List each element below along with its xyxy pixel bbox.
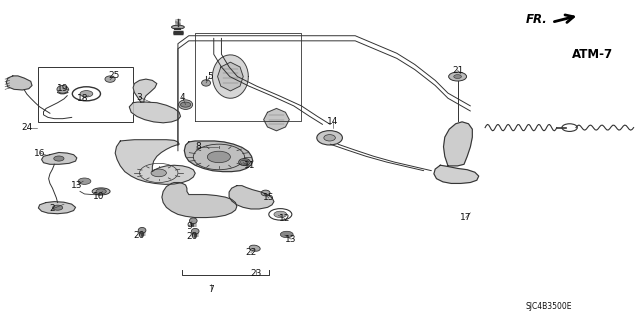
Text: 3: 3: [137, 93, 142, 102]
Ellipse shape: [202, 80, 211, 86]
Text: 20: 20: [134, 231, 145, 240]
Polygon shape: [42, 152, 77, 164]
Polygon shape: [264, 108, 289, 131]
Text: 11: 11: [244, 161, 255, 170]
Circle shape: [52, 205, 63, 210]
Text: 13: 13: [285, 235, 297, 244]
Ellipse shape: [92, 188, 110, 195]
Text: 17: 17: [460, 213, 472, 222]
Text: 4: 4: [180, 93, 185, 102]
Ellipse shape: [249, 245, 260, 251]
Polygon shape: [184, 141, 253, 172]
Circle shape: [207, 151, 230, 163]
Ellipse shape: [179, 100, 193, 109]
Circle shape: [449, 72, 467, 81]
Circle shape: [454, 75, 461, 78]
Polygon shape: [129, 102, 180, 123]
Polygon shape: [212, 55, 248, 98]
Text: 16: 16: [34, 149, 45, 158]
Polygon shape: [115, 140, 195, 184]
Text: 9: 9: [186, 222, 191, 231]
Text: FR.: FR.: [525, 13, 547, 26]
Polygon shape: [162, 182, 237, 218]
Ellipse shape: [324, 135, 335, 141]
Circle shape: [54, 156, 64, 161]
Ellipse shape: [189, 218, 197, 224]
Ellipse shape: [261, 190, 270, 196]
Text: 2: 2: [50, 204, 55, 213]
Text: 14: 14: [327, 117, 339, 126]
Polygon shape: [133, 79, 157, 102]
Text: 10: 10: [93, 192, 105, 201]
Text: 22: 22: [245, 248, 257, 257]
Text: 5: 5: [207, 72, 212, 81]
Circle shape: [280, 231, 293, 238]
Text: 25: 25: [108, 71, 120, 80]
Circle shape: [151, 169, 166, 177]
Text: 12: 12: [279, 214, 291, 223]
Text: ATM-7: ATM-7: [572, 48, 612, 61]
Ellipse shape: [191, 228, 199, 234]
Polygon shape: [38, 202, 76, 214]
Circle shape: [180, 102, 191, 107]
Polygon shape: [6, 76, 32, 90]
Circle shape: [96, 189, 106, 194]
Ellipse shape: [57, 85, 68, 93]
Circle shape: [240, 160, 249, 164]
Text: 21: 21: [452, 66, 463, 75]
Polygon shape: [218, 62, 243, 91]
Text: 18: 18: [77, 94, 89, 103]
Circle shape: [274, 211, 287, 218]
Text: 8: 8: [196, 142, 201, 151]
Bar: [38, 67, 133, 122]
Circle shape: [78, 178, 91, 184]
Text: 7: 7: [209, 285, 214, 294]
Ellipse shape: [105, 76, 115, 82]
Ellipse shape: [239, 159, 250, 166]
Text: 23: 23: [250, 269, 262, 278]
Text: 13: 13: [71, 181, 83, 189]
Polygon shape: [229, 186, 274, 209]
Ellipse shape: [172, 25, 184, 29]
Text: 24: 24: [21, 123, 33, 132]
Text: 20: 20: [186, 232, 198, 241]
Polygon shape: [434, 165, 479, 183]
Ellipse shape: [138, 227, 146, 233]
Text: 15: 15: [263, 193, 275, 202]
Text: 19: 19: [57, 84, 68, 93]
Circle shape: [80, 91, 93, 97]
Polygon shape: [444, 122, 472, 166]
Text: SJC4B3500E: SJC4B3500E: [526, 302, 572, 311]
Ellipse shape: [317, 131, 342, 145]
